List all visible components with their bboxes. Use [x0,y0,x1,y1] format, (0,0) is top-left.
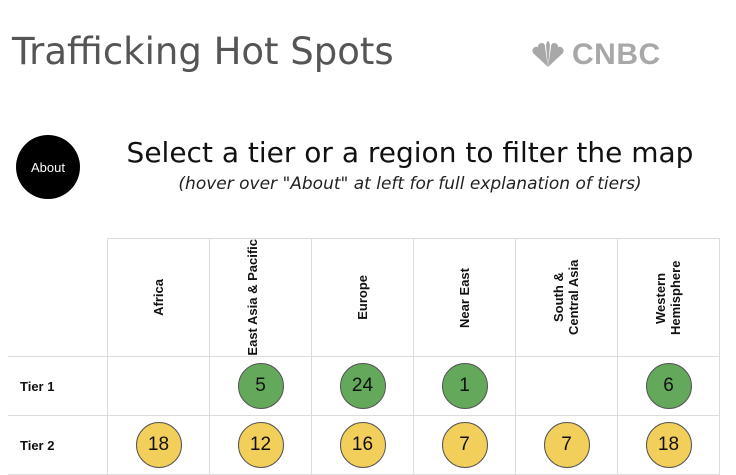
region-header-east-asia-pacific[interactable]: East Asia & Pacific [209,238,312,357]
region-label: Europe [355,275,370,320]
count-bubble[interactable]: 18 [645,422,692,468]
count-cell: 5 [209,356,312,416]
brand-logo: CNBC [530,38,661,72]
tier-row: Tier 1 5 24 1 6 [8,356,720,416]
tier-region-table: Africa East Asia & Pacific Europe Near E… [8,238,720,475]
region-header-europe[interactable]: Europe [311,238,414,357]
brand-name: CNBC [572,38,661,71]
region-label: Near East [457,267,472,328]
count-bubble[interactable]: 7 [543,422,590,468]
count-cell [107,356,210,416]
region-label: East Asia & Pacific [244,239,260,356]
count-cell: 24 [311,356,414,416]
instruction-main: Select a tier or a region to filter the … [126,136,694,169]
region-header-africa[interactable]: Africa [107,238,210,357]
tier-label-1[interactable]: Tier 1 [8,356,108,416]
count-cell [515,356,618,416]
count-cell: 18 [617,415,720,475]
region-header-western-hemisphere[interactable]: Western Hemisphere [617,238,720,357]
region-label: Africa [151,279,166,316]
count-bubble[interactable]: 1 [441,363,488,409]
count-bubble[interactable]: 18 [135,422,182,468]
region-header-near-east[interactable]: Near East [413,238,516,357]
tier-row: Tier 2 18 12 16 7 7 18 [8,415,720,475]
instructions: Select a tier or a region to filter the … [100,136,720,196]
count-cell: 16 [311,415,414,475]
instruction-sub: (hover over "About" at left for full exp… [178,174,642,194]
count-bubble[interactable]: 24 [339,363,386,409]
count-bubble[interactable]: 7 [441,422,488,468]
tier-label-2[interactable]: Tier 2 [8,415,108,475]
peacock-icon [532,41,564,67]
count-cell: 18 [107,415,210,475]
region-label: Western Hemisphere [652,260,683,335]
count-cell: 1 [413,356,516,416]
count-cell: 6 [617,356,720,416]
count-cell: 12 [209,415,312,475]
count-cell: 7 [413,415,516,475]
count-bubble[interactable]: 12 [237,422,284,468]
page-title: Trafficking Hot Spots [12,30,394,73]
about-button[interactable]: About [16,135,80,199]
table-corner [8,238,108,357]
count-cell: 7 [515,415,618,475]
region-label: South & Central Asia [550,259,581,336]
count-bubble[interactable]: 16 [339,422,386,468]
region-header-row: Africa East Asia & Pacific Europe Near E… [8,238,720,357]
count-bubble[interactable]: 5 [237,363,284,409]
count-bubble[interactable]: 6 [645,363,692,409]
region-header-south-central-asia[interactable]: South & Central Asia [515,238,618,357]
